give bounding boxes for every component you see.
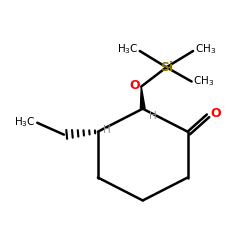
Text: O: O [211, 107, 221, 120]
Text: CH$_3$: CH$_3$ [194, 43, 216, 56]
Text: H$_3$C: H$_3$C [14, 115, 36, 129]
Polygon shape [140, 86, 145, 109]
Text: H: H [149, 111, 157, 121]
Text: H: H [103, 125, 111, 135]
Text: Si: Si [160, 61, 173, 74]
Text: O: O [130, 78, 140, 92]
Text: CH$_3$: CH$_3$ [193, 74, 214, 88]
Text: H$_3$C: H$_3$C [117, 43, 138, 56]
